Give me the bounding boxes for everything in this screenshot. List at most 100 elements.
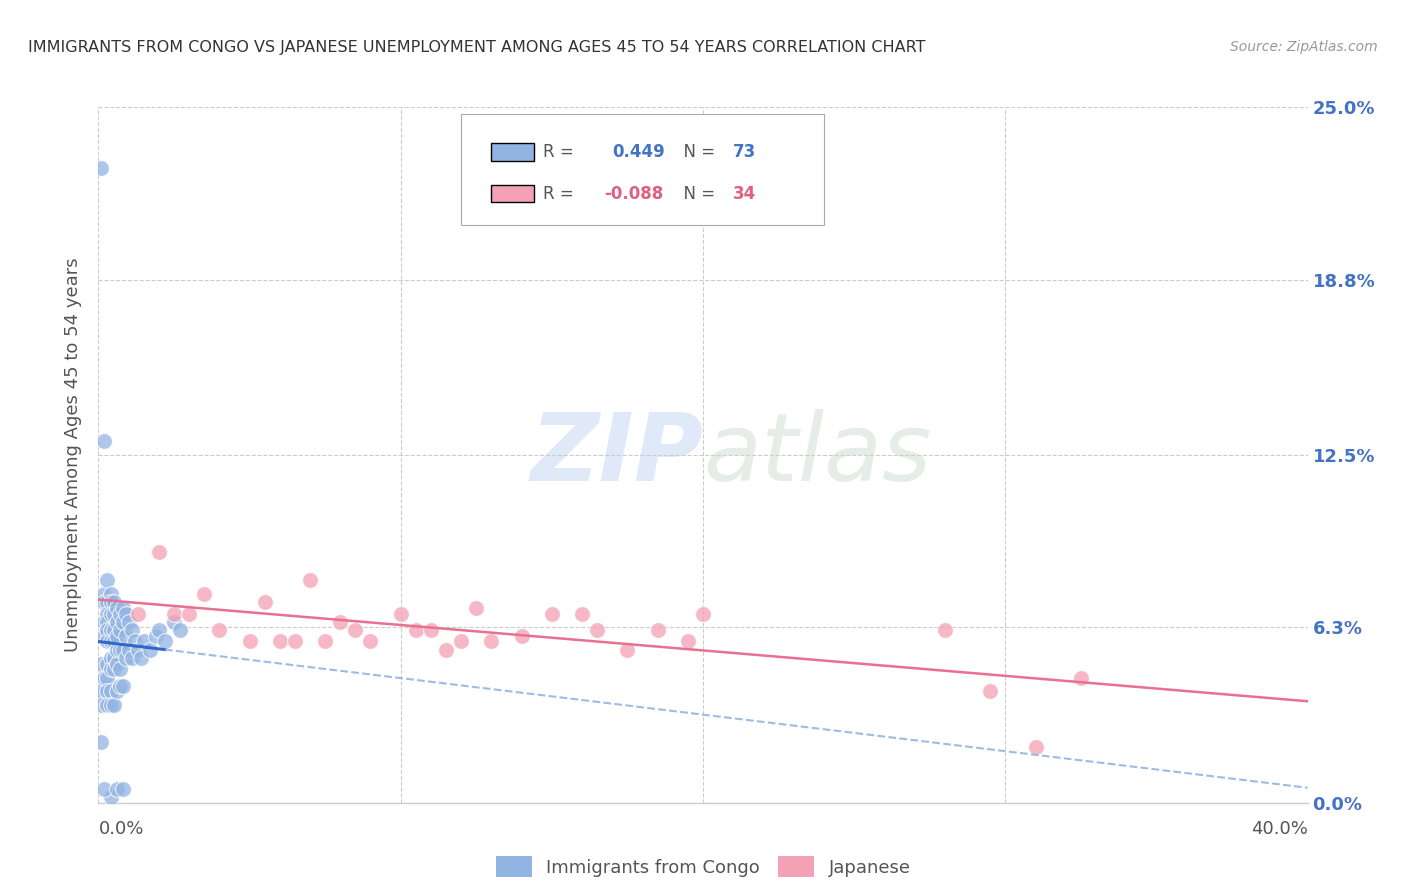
Text: -0.088: -0.088 xyxy=(603,185,664,203)
Point xyxy=(420,624,443,638)
Point xyxy=(90,657,112,671)
Point xyxy=(100,651,122,665)
Point xyxy=(111,642,134,657)
Point xyxy=(96,573,118,587)
Point xyxy=(108,607,131,621)
Point xyxy=(586,624,609,638)
Point xyxy=(96,698,118,713)
Point xyxy=(90,698,112,713)
Point xyxy=(103,698,125,713)
Point xyxy=(93,671,115,685)
Text: 40.0%: 40.0% xyxy=(1251,821,1308,838)
Point xyxy=(360,634,382,648)
Point xyxy=(108,679,131,693)
Point xyxy=(239,634,262,648)
Point xyxy=(450,634,472,648)
Point xyxy=(100,624,122,638)
Point xyxy=(96,634,118,648)
Point xyxy=(93,781,115,796)
Point xyxy=(269,634,291,648)
Point xyxy=(96,615,118,629)
Point xyxy=(105,642,128,657)
Point xyxy=(121,624,143,638)
Point xyxy=(105,601,128,615)
Point xyxy=(647,624,669,638)
Point xyxy=(329,615,352,629)
Point xyxy=(344,624,367,638)
FancyBboxPatch shape xyxy=(461,114,824,226)
Point xyxy=(105,684,128,698)
Point xyxy=(100,684,122,698)
Point xyxy=(1024,740,1046,755)
Text: 73: 73 xyxy=(734,144,756,161)
Point xyxy=(1070,671,1092,685)
Point xyxy=(979,684,1001,698)
Point xyxy=(103,595,125,609)
Point xyxy=(93,629,115,643)
Text: N =: N = xyxy=(672,144,720,161)
Point xyxy=(934,624,956,638)
Point xyxy=(93,434,115,448)
Point xyxy=(108,624,131,638)
Point xyxy=(284,634,307,648)
Point xyxy=(103,624,125,638)
Text: N =: N = xyxy=(672,185,720,203)
Point xyxy=(121,651,143,665)
Point xyxy=(118,642,141,657)
Point xyxy=(100,634,122,648)
Point xyxy=(96,671,118,685)
Point xyxy=(93,595,115,609)
Point xyxy=(299,573,322,587)
Point xyxy=(96,607,118,621)
Point xyxy=(108,642,131,657)
Point xyxy=(114,607,136,621)
FancyBboxPatch shape xyxy=(492,185,534,202)
Point xyxy=(100,607,122,621)
Point xyxy=(100,595,122,609)
Text: 34: 34 xyxy=(734,185,756,203)
Point xyxy=(111,781,134,796)
Point xyxy=(481,634,503,648)
Point xyxy=(105,615,128,629)
Point xyxy=(434,642,457,657)
Point xyxy=(103,607,125,621)
Point xyxy=(93,587,115,601)
Text: IMMIGRANTS FROM CONGO VS JAPANESE UNEMPLOYMENT AMONG AGES 45 TO 54 YEARS CORRELA: IMMIGRANTS FROM CONGO VS JAPANESE UNEMPL… xyxy=(28,40,925,55)
Point xyxy=(169,624,191,638)
Point xyxy=(111,615,134,629)
Point xyxy=(153,634,176,648)
Text: Source: ZipAtlas.com: Source: ZipAtlas.com xyxy=(1230,40,1378,54)
Point xyxy=(163,615,186,629)
Point xyxy=(100,587,122,601)
Point xyxy=(127,607,149,621)
Point xyxy=(571,607,593,621)
Point xyxy=(100,662,122,676)
Point xyxy=(114,629,136,643)
Legend: Immigrants from Congo, Japanese: Immigrants from Congo, Japanese xyxy=(488,849,918,884)
Point xyxy=(103,634,125,648)
Text: R =: R = xyxy=(543,185,579,203)
Point xyxy=(208,624,231,638)
Point xyxy=(540,607,562,621)
Point xyxy=(465,601,488,615)
Text: 0.449: 0.449 xyxy=(613,144,665,161)
Point xyxy=(129,651,152,665)
Point xyxy=(163,607,186,621)
Point xyxy=(139,642,162,657)
Point xyxy=(148,624,170,638)
Point xyxy=(105,629,128,643)
Point xyxy=(132,634,155,648)
Point xyxy=(616,642,638,657)
Text: 0.0%: 0.0% xyxy=(98,821,143,838)
Point xyxy=(93,615,115,629)
Text: ZIP: ZIP xyxy=(530,409,703,501)
Point xyxy=(389,607,412,621)
Point xyxy=(108,662,131,676)
Point xyxy=(100,790,122,805)
Point xyxy=(111,679,134,693)
Point xyxy=(114,651,136,665)
Point xyxy=(692,607,714,621)
Point xyxy=(96,595,118,609)
Point xyxy=(90,161,112,176)
Point xyxy=(676,634,699,648)
